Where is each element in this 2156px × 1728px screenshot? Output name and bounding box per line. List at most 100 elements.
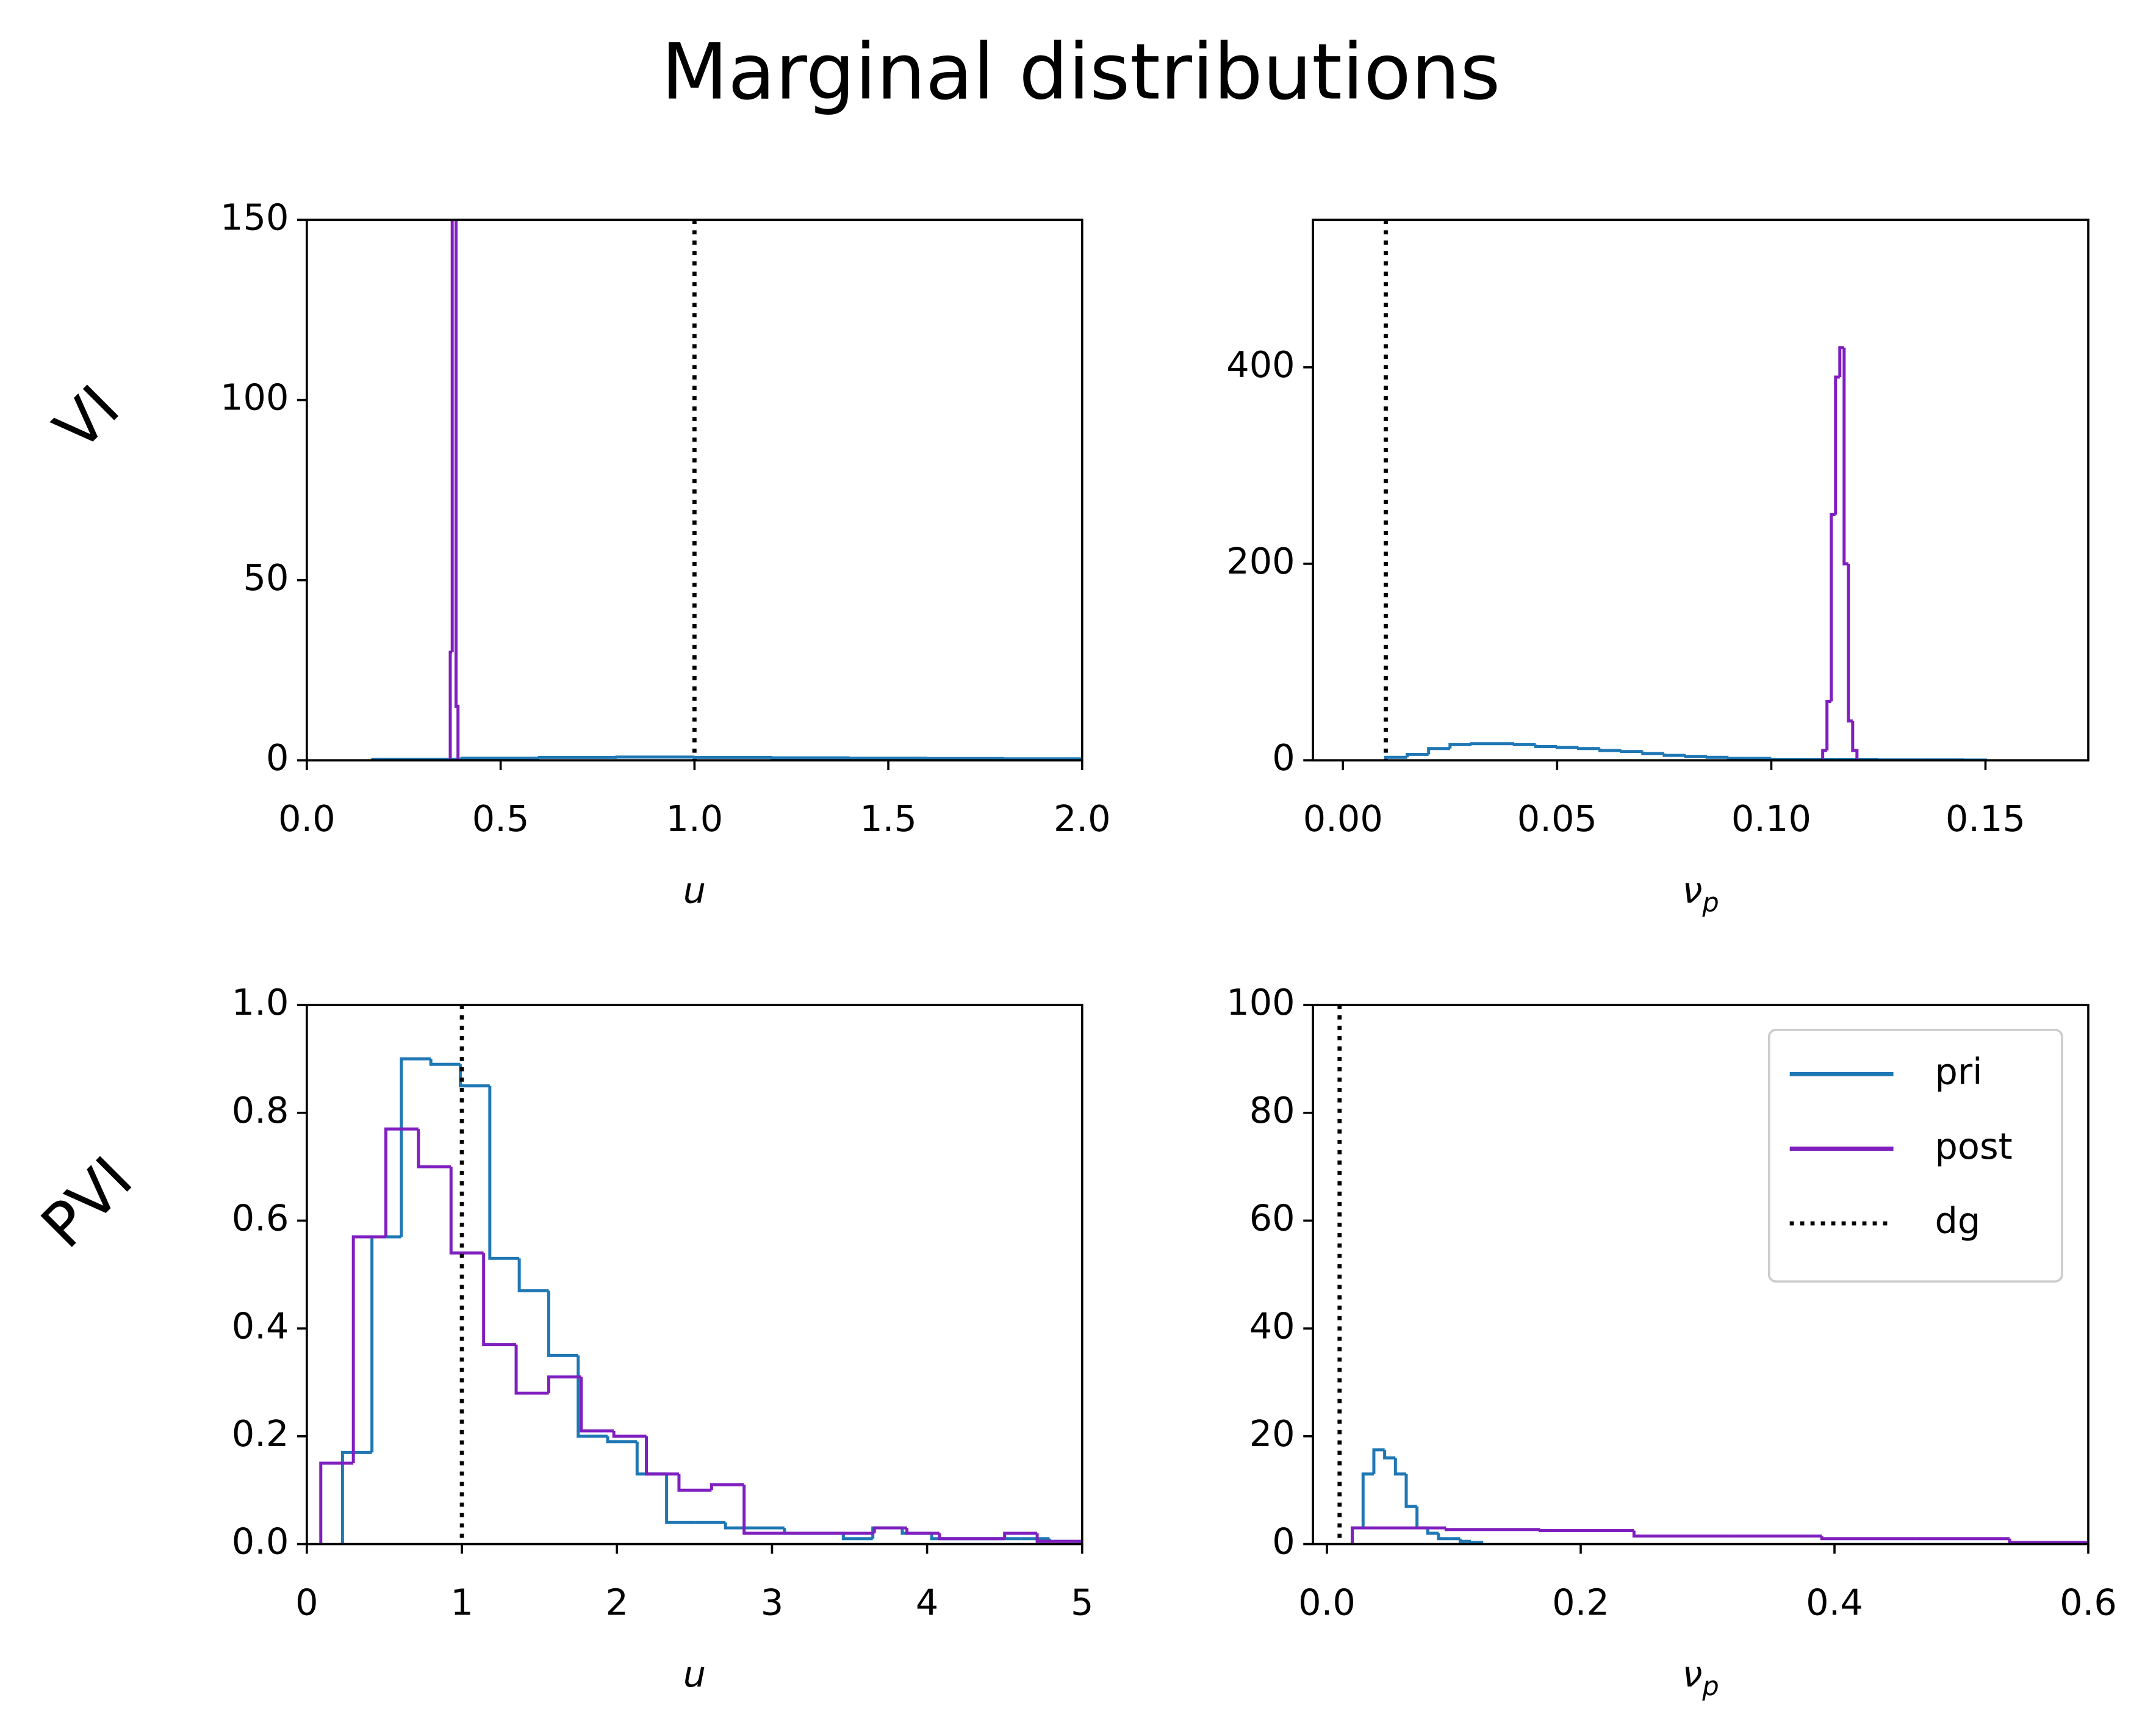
histogram-step bbox=[1842, 347, 1849, 566]
histogram-step bbox=[1555, 746, 1579, 749]
x-tick-label: 1.5 bbox=[860, 797, 917, 840]
y-tick-label: 100 bbox=[1226, 981, 1295, 1023]
figure-title: Marginal distributions bbox=[661, 27, 1501, 117]
histogram-step bbox=[482, 1253, 517, 1347]
x-tick-label: 0.05 bbox=[1517, 797, 1597, 840]
histogram-step bbox=[1448, 743, 1471, 749]
histogram-step bbox=[580, 1377, 614, 1433]
histogram-step bbox=[449, 1167, 484, 1255]
x-axis-label-main: ν bbox=[1682, 869, 1702, 912]
histogram-step bbox=[1035, 1533, 1070, 1543]
histogram-step bbox=[1705, 755, 1729, 759]
histogram-step bbox=[517, 1258, 549, 1292]
histogram-step bbox=[450, 220, 454, 652]
y-tick-label: 0.8 bbox=[232, 1089, 289, 1131]
axes-frame bbox=[1312, 1004, 2090, 1546]
histogram-step bbox=[547, 1291, 578, 1357]
y-tick-label: 40 bbox=[1249, 1305, 1295, 1347]
y-tick-label: 0 bbox=[1272, 1521, 1295, 1563]
histogram-step bbox=[1534, 744, 1558, 749]
legend-label: dg bbox=[1935, 1200, 1981, 1242]
y-tick-label: 0 bbox=[266, 736, 289, 779]
histogram-step bbox=[340, 1450, 372, 1544]
x-axis-label-main: u bbox=[683, 869, 706, 912]
histogram-step bbox=[537, 755, 617, 759]
x-tick-label: 0.5 bbox=[472, 797, 530, 840]
histogram-step bbox=[925, 757, 1005, 760]
histogram-step bbox=[742, 1485, 777, 1535]
histogram-step bbox=[1830, 513, 1836, 702]
x-axis-label: νp bbox=[1682, 1653, 1719, 1702]
histogram-step bbox=[384, 1127, 419, 1237]
histogram-step bbox=[1641, 751, 1664, 755]
histogram-step bbox=[1821, 749, 1827, 761]
y-tick-label: 60 bbox=[1249, 1197, 1295, 1239]
x-tick-label: 2 bbox=[606, 1581, 628, 1623]
histogram-step bbox=[1769, 757, 1793, 761]
histogram-step bbox=[547, 1375, 581, 1394]
x-tick-label: 3 bbox=[761, 1581, 783, 1623]
histogram-step bbox=[488, 1085, 520, 1260]
x-tick-label: 0.15 bbox=[1946, 797, 2025, 840]
histogram-step bbox=[417, 1129, 451, 1168]
plot-area bbox=[371, 220, 1082, 761]
histogram-step bbox=[1820, 1536, 1916, 1541]
histogram-step bbox=[665, 1474, 696, 1524]
legend-frame bbox=[1767, 1029, 2063, 1283]
histogram-step bbox=[460, 757, 540, 760]
histogram-step bbox=[1003, 1532, 1038, 1539]
y-tick-label: 150 bbox=[220, 196, 289, 238]
x-tick-label: 5 bbox=[1071, 1581, 1093, 1623]
histogram-step bbox=[872, 1526, 907, 1533]
histogram-step bbox=[612, 1431, 647, 1438]
histogram-step bbox=[710, 1483, 744, 1491]
histogram-step bbox=[905, 1528, 940, 1535]
histogram-step bbox=[455, 220, 460, 761]
histogram-step bbox=[448, 650, 453, 761]
x-tick-label: 0.2 bbox=[1552, 1581, 1609, 1623]
x-axis-label-sub: p bbox=[1701, 1671, 1719, 1702]
histogram-step bbox=[1445, 1528, 1540, 1532]
histogram-step bbox=[938, 1533, 972, 1541]
histogram-step bbox=[1003, 757, 1082, 761]
histogram-step bbox=[615, 755, 695, 759]
x-tick-label: 0 bbox=[295, 1581, 318, 1623]
y-tick-label: 0 bbox=[1272, 736, 1295, 779]
histogram-step bbox=[1598, 748, 1622, 752]
x-axis-label: u bbox=[683, 1653, 706, 1695]
histogram-step bbox=[1427, 747, 1450, 755]
histogram-step bbox=[841, 1533, 873, 1541]
y-tick-label: 0.6 bbox=[232, 1197, 289, 1239]
histogram-step bbox=[770, 756, 850, 760]
histogram-step bbox=[319, 1461, 354, 1544]
legend-label: post bbox=[1935, 1125, 2013, 1167]
y-tick-label: 1.0 bbox=[232, 981, 289, 1023]
histogram-step bbox=[1632, 1530, 1728, 1538]
axes-frame bbox=[1312, 218, 2090, 761]
x-tick-label: 1.0 bbox=[666, 797, 724, 840]
histogram-step bbox=[577, 1355, 608, 1438]
plot-area bbox=[1337, 1005, 2088, 1544]
x-tick-label: 2.0 bbox=[1054, 797, 1111, 840]
x-tick-label: 0.00 bbox=[1303, 797, 1383, 840]
y-tick-label: 400 bbox=[1226, 344, 1295, 386]
histogram-step bbox=[1838, 346, 1844, 378]
histogram-step bbox=[1512, 743, 1536, 746]
x-tick-label: 0.0 bbox=[278, 797, 336, 840]
histogram-step bbox=[1684, 755, 1708, 758]
x-axis-label: νp bbox=[1682, 869, 1719, 918]
histogram-step bbox=[514, 1344, 549, 1395]
x-axis-label-main: ν bbox=[1682, 1653, 1702, 1695]
histogram-step bbox=[1361, 1472, 1374, 1528]
histogram-step bbox=[1470, 742, 1493, 746]
histogram-step bbox=[1069, 1539, 1082, 1543]
histogram-step bbox=[645, 1436, 679, 1476]
histogram-step bbox=[606, 1436, 638, 1444]
legend-label: pri bbox=[1935, 1050, 1983, 1092]
histogram-step bbox=[1426, 1528, 1439, 1535]
y-tick-label: 100 bbox=[220, 376, 289, 419]
y-tick-label: 50 bbox=[243, 556, 289, 599]
histogram-step bbox=[1437, 1533, 1450, 1541]
y-tick-label: 0.0 bbox=[232, 1521, 289, 1563]
